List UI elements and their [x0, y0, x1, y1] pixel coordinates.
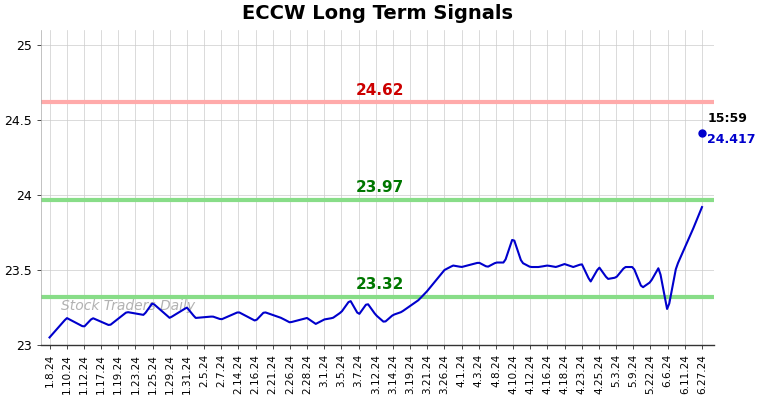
Title: ECCW Long Term Signals: ECCW Long Term Signals [242, 4, 513, 23]
Text: 23.97: 23.97 [356, 180, 405, 195]
Text: 24.417: 24.417 [707, 133, 756, 146]
Text: 23.32: 23.32 [356, 277, 405, 293]
Text: Stock Traders Daily: Stock Traders Daily [61, 299, 195, 314]
Text: 15:59: 15:59 [707, 112, 747, 125]
Text: 24.62: 24.62 [356, 83, 405, 98]
